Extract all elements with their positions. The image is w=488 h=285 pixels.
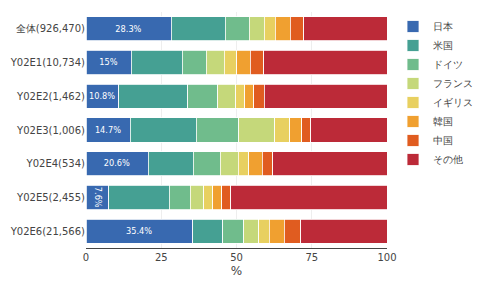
svg-text:10.8%: 10.8% bbox=[89, 91, 115, 101]
svg-text:15%: 15% bbox=[99, 57, 117, 67]
svg-text:0: 0 bbox=[83, 252, 89, 263]
svg-text:20.6%: 20.6% bbox=[104, 158, 130, 168]
svg-text:米国: 米国 bbox=[433, 40, 453, 51]
svg-text:Y02E6(21,566): Y02E6(21,566) bbox=[10, 226, 85, 237]
svg-text:75: 75 bbox=[305, 252, 318, 263]
svg-text:日本: 日本 bbox=[433, 21, 453, 32]
svg-text:Y02E2(1,462): Y02E2(1,462) bbox=[16, 91, 85, 102]
svg-text:14.7%: 14.7% bbox=[95, 125, 121, 135]
svg-text:Y02E1(10,734): Y02E1(10,734) bbox=[10, 57, 85, 68]
svg-text:韓国: 韓国 bbox=[433, 116, 453, 127]
svg-text:Y02E5(2,455): Y02E5(2,455) bbox=[16, 192, 85, 203]
svg-text:7.6%: 7.6% bbox=[93, 187, 103, 208]
svg-text:50: 50 bbox=[230, 252, 243, 263]
svg-text:25: 25 bbox=[155, 252, 168, 263]
svg-text:28.3%: 28.3% bbox=[115, 24, 141, 34]
svg-text:その他: その他 bbox=[433, 154, 463, 165]
svg-text:100: 100 bbox=[377, 252, 396, 263]
svg-text:%: % bbox=[231, 264, 242, 278]
svg-text:中国: 中国 bbox=[433, 135, 453, 146]
svg-text:ドイツ: ドイツ bbox=[433, 59, 463, 70]
svg-text:フランス: フランス bbox=[433, 78, 473, 89]
svg-text:Y02E4(534): Y02E4(534) bbox=[26, 158, 86, 169]
svg-text:Y02E3(1,006): Y02E3(1,006) bbox=[16, 125, 85, 136]
svg-text:イギリス: イギリス bbox=[433, 97, 473, 108]
svg-text:35.4%: 35.4% bbox=[126, 226, 152, 236]
svg-text:全体(926,470): 全体(926,470) bbox=[16, 23, 85, 34]
